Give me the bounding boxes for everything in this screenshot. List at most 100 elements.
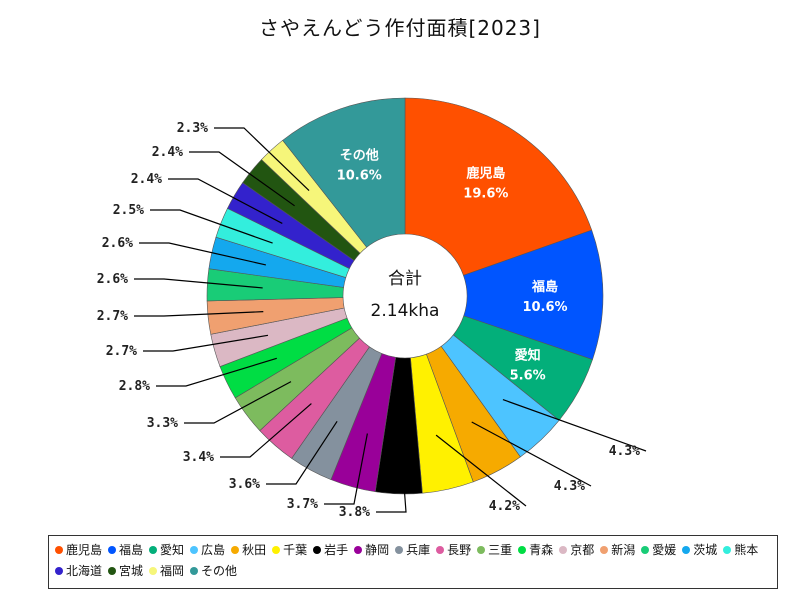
slice-name-label: 鹿児島: [466, 166, 505, 182]
legend-item: 福島: [108, 540, 143, 561]
slice-name-label: その他: [340, 148, 379, 164]
slice-percent-label: 2.3%: [177, 121, 208, 136]
legend-label: 長野: [447, 543, 472, 557]
leader-line: [189, 151, 295, 207]
legend-marker: [149, 546, 158, 554]
legend-label: 鹿児島: [66, 543, 103, 557]
legend-marker: [108, 567, 117, 575]
slice-percent-label: 2.6%: [102, 236, 133, 251]
slice-percent-label: 19.6%: [463, 187, 508, 202]
slice-percent-label: 2.7%: [97, 309, 128, 324]
legend-item: 宮城: [108, 561, 143, 582]
leader-line: [214, 127, 310, 191]
slice-percent-label: 10.6%: [522, 300, 567, 315]
leader-line: [134, 278, 263, 289]
legend-label: 福島: [119, 543, 144, 557]
legend-label: 千葉: [283, 543, 308, 557]
legend-marker: [231, 546, 240, 554]
legend-marker: [641, 546, 650, 554]
legend-item: 岩手: [313, 540, 348, 561]
legend-label: 福岡: [160, 564, 185, 578]
legend-item: 愛知: [149, 540, 184, 561]
legend-marker: [600, 546, 609, 554]
leader-line: [143, 334, 269, 352]
pie-slice-福島: [463, 229, 604, 360]
leader-line: [150, 209, 273, 244]
legend-label: 愛媛: [652, 543, 677, 557]
leader-line: [168, 178, 283, 224]
legend-label: 新潟: [611, 543, 636, 557]
center-total-value: 2.14kha: [371, 301, 440, 321]
legend-marker: [395, 546, 404, 554]
legend-marker: [723, 546, 732, 554]
leader-line: [139, 242, 267, 266]
leader-line: [184, 381, 292, 424]
legend-item: 福岡: [149, 561, 184, 582]
slice-percent-label: 2.4%: [131, 172, 162, 187]
legend-label: 三重: [488, 543, 513, 557]
leader-line: [134, 311, 264, 317]
legend-item: 静岡: [354, 540, 389, 561]
legend-marker: [354, 546, 363, 554]
slice-percent-label: 3.7%: [287, 497, 318, 512]
legend-item: 広島: [190, 540, 225, 561]
legend-marker: [190, 567, 199, 575]
slice-percent-label: 2.6%: [97, 272, 128, 287]
slice-percent-label: 2.5%: [113, 203, 144, 218]
legend-label: 秋田: [242, 543, 267, 557]
slice-name-label: 福島: [531, 279, 558, 295]
slice-percent-label: 10.6%: [337, 169, 382, 184]
leader-line: [324, 433, 368, 505]
legend-item: 千葉: [272, 540, 307, 561]
slice-percent-label: 3.4%: [183, 450, 214, 465]
legend-label: 熊本: [734, 543, 759, 557]
leader-line: [376, 438, 407, 513]
legend-label: 茨城: [693, 543, 718, 557]
legend-item: 秋田: [231, 540, 266, 561]
legend-item: 青森: [518, 540, 553, 561]
slice-percent-label: 3.6%: [229, 477, 260, 492]
legend-item: 三重: [477, 540, 512, 561]
slice-percent-label: 2.7%: [106, 344, 137, 359]
legend-label: 京都: [570, 543, 595, 557]
slice-percent-label: 4.3%: [554, 479, 585, 494]
legend-item: 愛媛: [641, 540, 676, 561]
legend-label: 兵庫: [406, 543, 431, 557]
leader-line: [471, 421, 592, 487]
chart-title: さやえんどう作付面積[2023]: [259, 16, 541, 40]
legend-item: 鹿児島: [55, 540, 102, 561]
legend-item: 京都: [559, 540, 594, 561]
legend-marker: [559, 546, 568, 554]
legend-label: 青森: [529, 543, 554, 557]
leader-line: [435, 434, 527, 507]
leader-line: [266, 421, 338, 485]
legend-marker: [518, 546, 527, 554]
legend-item: 長野: [436, 540, 471, 561]
pie-slice-鹿児島: [404, 97, 593, 276]
center-label: 合計: [388, 269, 422, 289]
legend-marker: [55, 546, 63, 554]
legend-item: 新潟: [600, 540, 635, 561]
legend-marker: [190, 546, 199, 554]
legend-marker: [313, 546, 322, 554]
pie-slice-その他: [282, 97, 406, 248]
slice-percent-label: 4.3%: [609, 444, 640, 459]
slice-percent-label: 4.2%: [489, 499, 520, 514]
legend: 鹿児島 福島 愛知 広島 秋田 千葉 岩手 静岡 兵庫 長野 三重 青森 京都 新潟 愛媛 茨城 熊本北海道 宮城…: [48, 535, 778, 589]
legend-marker: [108, 546, 117, 554]
legend-marker: [436, 546, 445, 554]
slice-name-label: 愛知: [515, 347, 541, 363]
legend-label: 岩手: [324, 543, 349, 557]
slice-percent-label: 2.8%: [119, 379, 150, 394]
legend-label: 広島: [201, 543, 226, 557]
slice-percent-label: 3.3%: [147, 416, 178, 431]
legend-marker: [477, 546, 486, 554]
legend-item: 熊本: [723, 540, 758, 561]
legend-label: 愛知: [160, 543, 185, 557]
legend-marker: [682, 546, 691, 554]
legend-marker: [272, 546, 281, 554]
slice-percent-label: 2.4%: [152, 145, 183, 160]
legend-item: その他: [190, 561, 237, 582]
leader-line: [156, 357, 277, 387]
